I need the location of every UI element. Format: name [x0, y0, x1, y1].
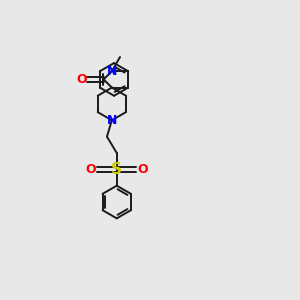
Text: O: O	[76, 73, 87, 86]
Text: O: O	[85, 163, 96, 176]
Text: S: S	[111, 162, 122, 177]
Text: N: N	[107, 65, 117, 78]
Text: O: O	[138, 163, 148, 176]
Text: N: N	[107, 114, 117, 127]
